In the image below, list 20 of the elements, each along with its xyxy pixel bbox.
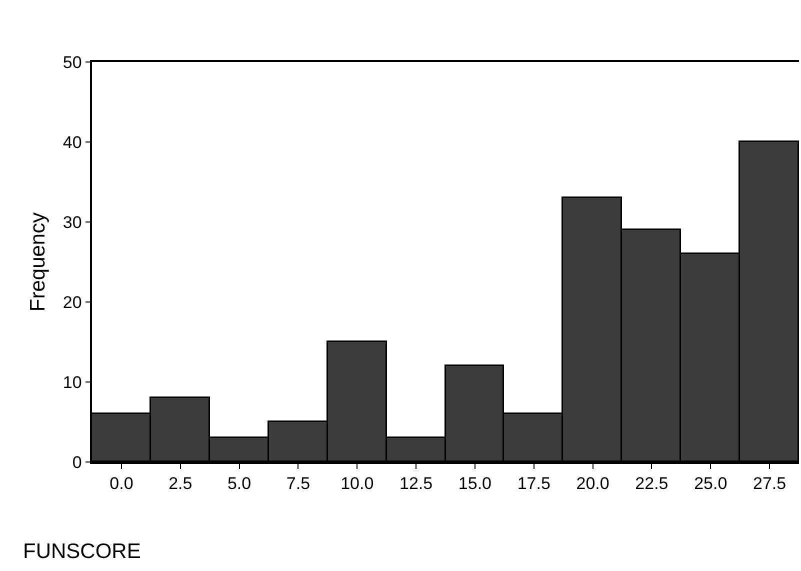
- x-tick-label: 22.5: [635, 474, 668, 494]
- y-tick-label: 20: [62, 292, 82, 312]
- y-tick-label: 0: [72, 452, 82, 472]
- x-tick-label: 15.0: [458, 474, 492, 494]
- x-tick-label: 5.0: [227, 474, 252, 494]
- y-axis-title: Frequency: [26, 212, 50, 312]
- y-tick-label: 30: [62, 212, 82, 232]
- x-tick-label: 10.0: [340, 474, 374, 494]
- x-tick-label: 2.5: [168, 474, 192, 494]
- x-axis-title: FUNSCORE: [23, 540, 141, 563]
- x-tick-label: 12.5: [399, 474, 433, 494]
- x-tick-label: 27.5: [752, 474, 786, 494]
- x-tick-label: 17.5: [517, 474, 550, 494]
- y-tick-label: 40: [62, 132, 82, 152]
- x-tick-label: 25.0: [694, 474, 728, 494]
- x-tick-label: 20.0: [576, 474, 610, 494]
- x-tick-label: 7.5: [286, 474, 310, 494]
- x-tick-label: 0.0: [110, 474, 134, 494]
- y-tick-label: 10: [62, 372, 82, 392]
- y-tick-label: 50: [62, 52, 82, 72]
